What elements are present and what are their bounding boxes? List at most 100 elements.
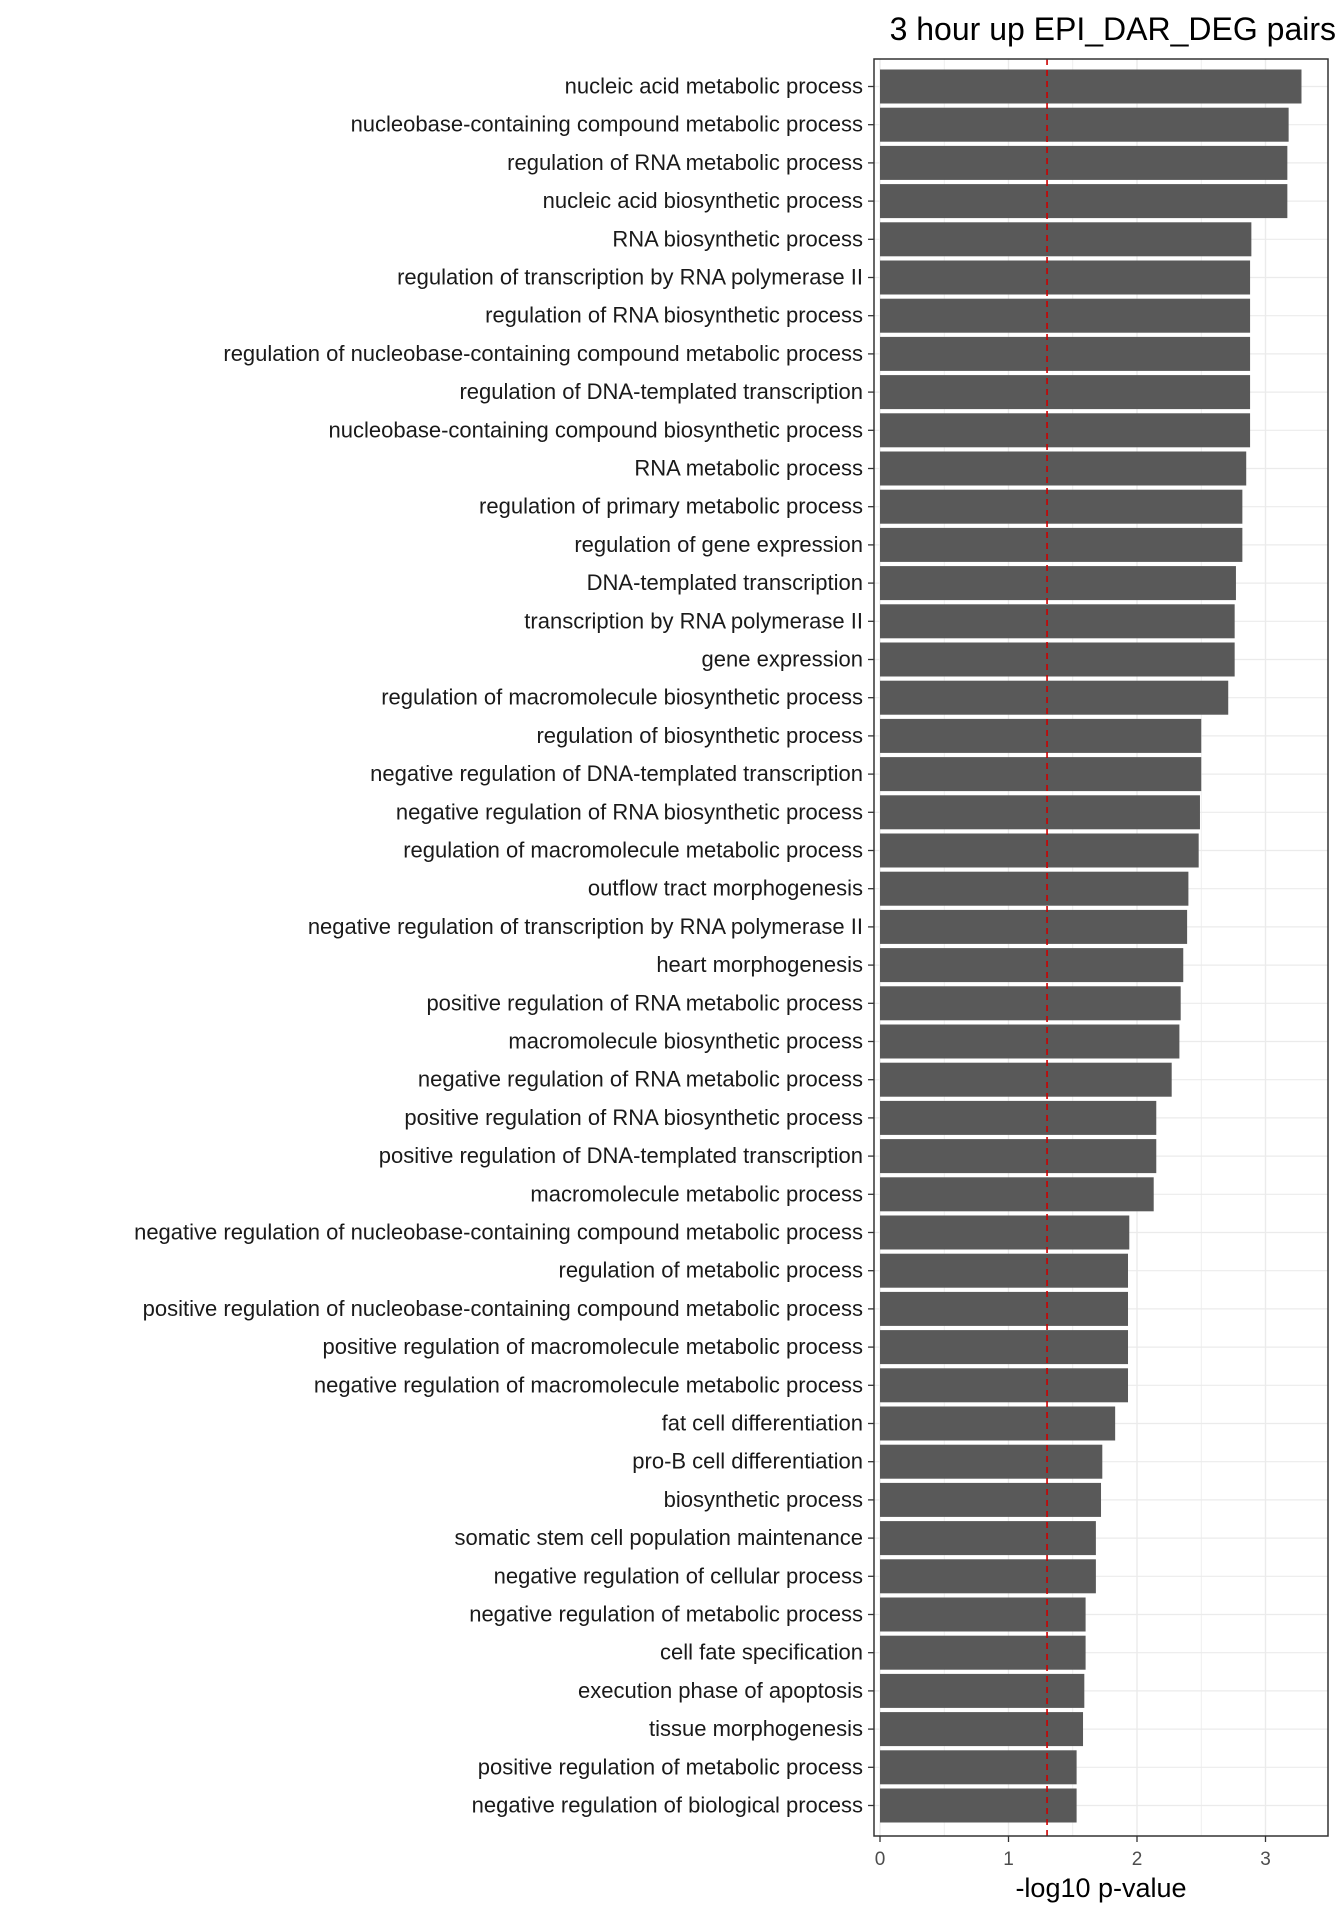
bar xyxy=(880,1521,1096,1556)
category-label: nucleic acid biosynthetic process xyxy=(543,188,863,213)
category-label: regulation of macromolecule metabolic pr… xyxy=(403,838,863,863)
bar xyxy=(880,145,1288,180)
category-label: macromolecule metabolic process xyxy=(530,1181,863,1206)
category-label: regulation of RNA metabolic process xyxy=(507,150,863,175)
category-label: positive regulation of DNA-templated tra… xyxy=(379,1143,863,1168)
bar xyxy=(880,527,1243,562)
category-labels: nucleic acid metabolic process nucleobase… xyxy=(134,74,874,1818)
category-label: negative regulation of macromolecule met… xyxy=(314,1372,863,1397)
bar xyxy=(880,1559,1096,1594)
category-label: regulation of macromolecule biosynthetic… xyxy=(381,685,863,710)
bar xyxy=(880,1330,1129,1365)
bar xyxy=(880,986,1181,1021)
category-label: regulation of primary metabolic process xyxy=(479,494,863,519)
bar xyxy=(880,1482,1102,1517)
chart-title: 3 hour up EPI_DAR_DEG pairs xyxy=(890,11,1336,47)
category-label: regulation of RNA biosynthetic process xyxy=(485,303,863,328)
category-label: fat cell differentiation xyxy=(662,1411,863,1436)
category-label: negative regulation of nucleobase-contai… xyxy=(134,1220,863,1245)
bar xyxy=(880,1139,1157,1174)
category-label: positive regulation of metabolic process xyxy=(478,1754,863,1779)
bar xyxy=(880,642,1235,677)
panel-border xyxy=(873,58,1329,1837)
category-label: negative regulation of transcription by … xyxy=(308,914,863,939)
bar xyxy=(880,1024,1180,1059)
x-axis-ticks: 0 1 2 3 xyxy=(875,1836,1271,1870)
bar xyxy=(880,757,1202,792)
bar xyxy=(880,1712,1084,1747)
bar xyxy=(880,413,1251,448)
category-label: DNA-templated transcription xyxy=(587,570,863,595)
bar xyxy=(880,1444,1103,1479)
bar xyxy=(880,948,1184,983)
bar xyxy=(880,184,1288,219)
category-label: nucleobase-containing compound metabolic… xyxy=(351,112,863,137)
bar xyxy=(880,1177,1154,1212)
bar xyxy=(880,1215,1130,1250)
category-label: cell fate specification xyxy=(660,1640,863,1665)
bar xyxy=(880,222,1252,257)
category-label: RNA biosynthetic process xyxy=(612,226,863,251)
bar xyxy=(880,1750,1077,1785)
bar xyxy=(880,1368,1129,1403)
bar xyxy=(880,451,1247,486)
bar xyxy=(880,489,1243,524)
category-label: heart morphogenesis xyxy=(656,952,863,977)
x-axis-title: -log10 p-value xyxy=(1015,1873,1186,1903)
category-label: regulation of metabolic process xyxy=(559,1258,864,1283)
bar xyxy=(880,260,1251,295)
category-label: macromolecule biosynthetic process xyxy=(508,1029,863,1054)
category-label: outflow tract morphogenesis xyxy=(588,876,863,901)
bar xyxy=(880,566,1236,601)
bar xyxy=(880,69,1302,104)
bar xyxy=(880,1100,1157,1135)
bar xyxy=(880,1062,1172,1097)
category-label: regulation of biosynthetic process xyxy=(536,723,863,748)
bars xyxy=(880,69,1302,1823)
category-label: positive regulation of RNA biosynthetic … xyxy=(404,1105,863,1130)
bar xyxy=(880,1788,1077,1823)
category-label: gene expression xyxy=(702,647,863,672)
category-label: positive regulation of nucleobase-contai… xyxy=(143,1296,863,1321)
bar xyxy=(880,1291,1129,1326)
category-label: regulation of transcription by RNA polym… xyxy=(397,265,863,290)
category-label: regulation of nucleobase-containing comp… xyxy=(223,341,863,366)
x-tick-label: 1 xyxy=(1003,1849,1014,1870)
category-label: negative regulation of DNA-templated tra… xyxy=(370,761,863,786)
bar xyxy=(880,909,1188,944)
category-label: tissue morphogenesis xyxy=(649,1716,863,1741)
x-tick-label: 0 xyxy=(875,1849,886,1870)
bar xyxy=(880,795,1200,830)
category-label: regulation of DNA-templated transcriptio… xyxy=(459,379,863,404)
bar xyxy=(880,833,1199,868)
x-tick-label: 3 xyxy=(1260,1849,1271,1870)
bar xyxy=(880,1635,1086,1670)
category-label: negative regulation of cellular process xyxy=(494,1563,863,1588)
category-label: positive regulation of macromolecule met… xyxy=(323,1334,863,1359)
bar xyxy=(880,680,1229,715)
category-label: regulation of gene expression xyxy=(574,532,863,557)
bar xyxy=(880,107,1289,142)
category-label: transcription by RNA polymerase II xyxy=(524,608,863,633)
category-label: nucleobase-containing compound biosynthe… xyxy=(329,417,863,442)
category-label: negative regulation of biological proces… xyxy=(472,1793,863,1818)
category-label: negative regulation of RNA biosynthetic … xyxy=(396,799,863,824)
bar xyxy=(880,604,1235,639)
category-label: somatic stem cell population maintenance xyxy=(455,1525,863,1550)
bar xyxy=(880,1406,1116,1441)
bar xyxy=(880,336,1251,371)
bar xyxy=(880,1673,1085,1708)
bar xyxy=(880,1597,1086,1632)
bar xyxy=(880,1253,1129,1288)
category-label: execution phase of apoptosis xyxy=(578,1678,863,1703)
category-label: negative regulation of metabolic process xyxy=(469,1602,863,1627)
x-tick-label: 2 xyxy=(1132,1849,1143,1870)
bar xyxy=(880,718,1202,753)
bar xyxy=(880,375,1251,410)
category-label: positive regulation of RNA metabolic pro… xyxy=(426,990,863,1015)
category-label: pro-B cell differentiation xyxy=(632,1449,863,1474)
category-label: biosynthetic process xyxy=(664,1487,863,1512)
category-label: RNA metabolic process xyxy=(634,456,863,481)
